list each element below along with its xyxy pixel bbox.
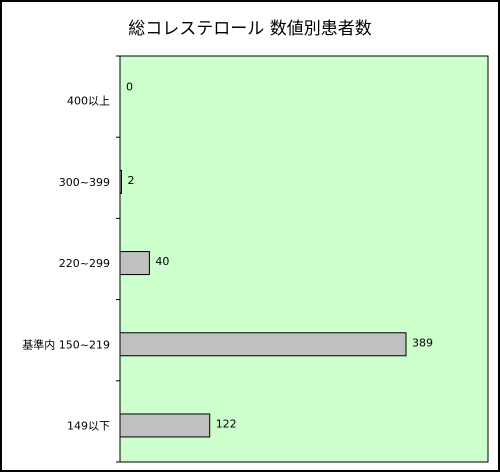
category-labels: 400以上 300~399 220~299 基準内 150~219 149以下 <box>22 95 110 433</box>
category-label: 基準内 150~219 <box>22 337 110 351</box>
category-label: 220~299 <box>59 257 110 270</box>
value-label: 0 <box>126 81 133 94</box>
value-label: 122 <box>216 417 237 430</box>
y-axis-ticks <box>116 55 120 463</box>
category-label: 149以下 <box>67 419 110 432</box>
chart-title: 総コレステロール 数値別患者数 <box>128 19 371 39</box>
value-label: 40 <box>155 255 169 268</box>
plot-area <box>119 55 489 463</box>
bar <box>119 332 407 357</box>
bars <box>119 169 407 438</box>
value-label: 389 <box>412 336 433 349</box>
bar <box>119 413 211 438</box>
bar <box>119 251 150 276</box>
category-label: 400以上 <box>67 95 110 108</box>
value-labels: 0 2 40 389 122 <box>126 81 433 431</box>
category-label: 300~399 <box>59 176 110 189</box>
value-label: 2 <box>127 174 134 187</box>
bar <box>119 169 122 194</box>
